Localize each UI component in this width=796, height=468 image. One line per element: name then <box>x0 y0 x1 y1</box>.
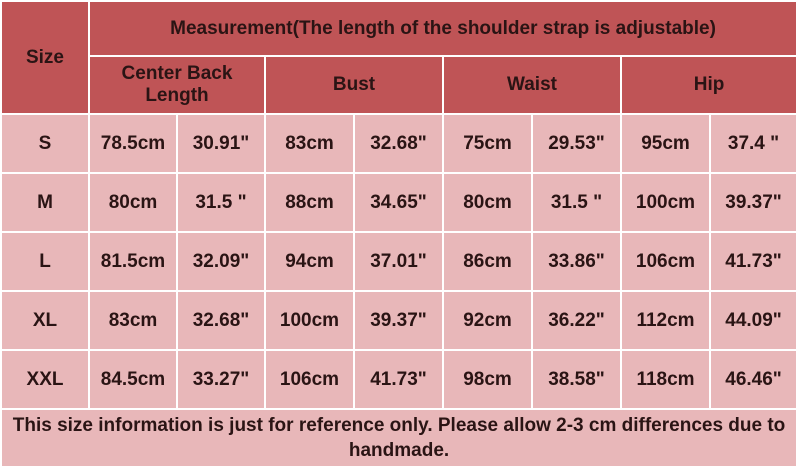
measure-cell: 106cm <box>264 349 355 410</box>
measure-cell: 31.5 " <box>176 172 266 233</box>
measure-cell: 41.73" <box>708 231 796 292</box>
measure-cell: 32.09" <box>176 231 266 292</box>
measure-cell: 34.65" <box>353 172 444 233</box>
measure-cell: 38.58" <box>531 349 622 410</box>
size-cell: S <box>0 113 90 174</box>
column-header: Center Back Length <box>88 55 266 115</box>
measure-cell: 39.37" <box>708 172 796 233</box>
measure-cell: 92cm <box>442 290 533 351</box>
size-cell: M <box>0 172 90 233</box>
measure-cell: 95cm <box>620 113 711 174</box>
column-header: Hip <box>619 55 796 115</box>
column-header: Bust <box>264 55 444 115</box>
measure-cell: 32.68" <box>176 290 266 351</box>
table-row: XXL 84.5cm 33.27" 106cm 41.73" 98cm 38.58" 118c… <box>0 349 796 410</box>
measure-cell: 75cm <box>442 113 533 174</box>
measure-cell: 88cm <box>264 172 355 233</box>
measure-cell: 78.5cm <box>88 113 178 174</box>
measure-cell: 112cm <box>620 290 711 351</box>
table-row: S 78.5cm 30.91" 83cm 32.68" 75cm 29.53" 95cm 37.… <box>0 113 796 174</box>
measure-cell: 80cm <box>442 172 533 233</box>
column-header: Waist <box>442 55 622 115</box>
measure-cell: 84.5cm <box>88 349 178 410</box>
measure-cell: 118cm <box>620 349 711 410</box>
table-row: M 80cm 31.5 " 88cm 34.65" 80cm 31.5 " 100cm 39.3… <box>0 172 796 233</box>
measure-cell: 94cm <box>264 231 355 292</box>
size-cell: XL <box>0 290 90 351</box>
footer-note: This size information is just for refere… <box>0 408 796 468</box>
measure-cell: 41.73" <box>353 349 444 410</box>
measure-cell: 36.22" <box>531 290 622 351</box>
measure-cell: 37.01" <box>353 231 444 292</box>
size-cell: L <box>0 231 90 292</box>
measure-cell: 37.4 " <box>708 113 796 174</box>
size-cell: XXL <box>0 349 90 410</box>
measure-cell: 83cm <box>88 290 178 351</box>
title-header: Measurement(The length of the shoulder s… <box>87 0 796 57</box>
table-row: XL 83cm 32.68" 100cm 39.37" 92cm 36.22" 112cm 44… <box>0 290 796 351</box>
measure-cell: 29.53" <box>531 113 622 174</box>
measure-cell: 106cm <box>620 231 711 292</box>
measure-cell: 98cm <box>442 349 533 410</box>
measure-cell: 33.27" <box>176 349 266 410</box>
measure-cell: 100cm <box>620 172 711 233</box>
measure-cell: 32.68" <box>353 113 444 174</box>
measure-cell: 39.37" <box>353 290 444 351</box>
measure-cell: 33.86" <box>531 231 622 292</box>
measure-cell: 30.91" <box>176 113 266 174</box>
size-header: Size <box>0 0 90 115</box>
measure-cell: 81.5cm <box>88 231 178 292</box>
measure-cell: 86cm <box>442 231 533 292</box>
measure-cell: 31.5 " <box>531 172 622 233</box>
table-row: L 81.5cm 32.09" 94cm 37.01" 86cm 33.86" 106cm 41… <box>0 231 796 292</box>
measure-cell: 83cm <box>264 113 355 174</box>
measure-cell: 46.46" <box>708 349 796 410</box>
measure-cell: 44.09" <box>708 290 796 351</box>
measure-cell: 80cm <box>88 172 178 233</box>
measure-cell: 100cm <box>264 290 355 351</box>
